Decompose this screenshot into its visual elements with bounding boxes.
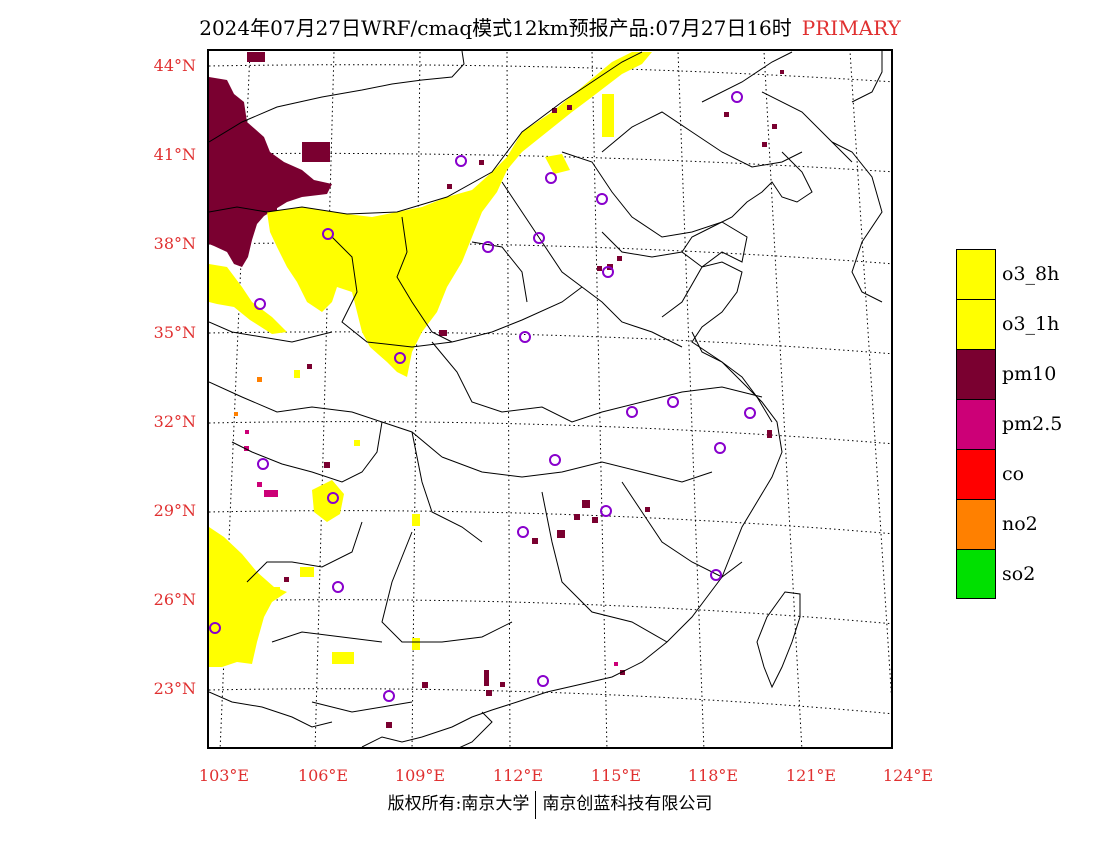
lon-label-106: 106°E — [297, 766, 349, 785]
lat-label-29: 29°N — [153, 501, 196, 520]
legend-item-pm10: pm10 — [956, 349, 1056, 399]
legend-swatch — [956, 449, 996, 499]
legend-swatch — [956, 549, 996, 599]
legend-label: so2 — [1002, 563, 1036, 585]
legend-label: pm10 — [1002, 363, 1057, 385]
lon-label-124: 124°E — [882, 766, 934, 785]
legend-label: pm2.5 — [1002, 413, 1063, 435]
map-svg — [209, 51, 891, 747]
lon-label-118: 118°E — [687, 766, 739, 785]
lat-label-41: 41°N — [153, 145, 196, 164]
copyright-right: 南京创蓝科技有限公司 — [542, 794, 713, 814]
lat-label-26: 26°N — [153, 590, 196, 609]
lat-label-44: 44°N — [153, 56, 196, 75]
copyright-left: 版权所有:南京大学 — [387, 794, 530, 814]
lat-label-23: 23°N — [153, 679, 196, 698]
no2-dots — [234, 377, 262, 416]
legend: o3_8h o3_1h pm10 pm2.5 co no2 so2 — [956, 249, 1062, 599]
lat-label-35: 35°N — [153, 323, 196, 342]
legend-item-o3-1h: o3_1h — [956, 299, 1059, 349]
legend-item-o3-8h: o3_8h — [956, 249, 1059, 299]
legend-swatch — [956, 399, 996, 449]
legend-swatch — [956, 499, 996, 549]
map-title: 2024年07月27日WRF/cmaq模式12km预报产品:07月27日16时 P… — [0, 12, 1100, 41]
lat-label-32: 32°N — [153, 412, 196, 431]
legend-label: co — [1002, 463, 1025, 485]
station-markers — [209, 91, 756, 702]
legend-label: no2 — [1002, 513, 1038, 535]
legend-swatch — [956, 349, 996, 399]
lon-label-103: 103°E — [198, 766, 250, 785]
copyright-footer: 版权所有:南京大学 南京创蓝科技有限公司 — [0, 789, 1100, 819]
lon-label-121: 121°E — [785, 766, 837, 785]
legend-label: o3_1h — [1002, 313, 1060, 335]
primary-tag: PRIMARY — [801, 16, 901, 40]
legend-item-no2: no2 — [956, 499, 1038, 549]
lon-label-112: 112°E — [492, 766, 544, 785]
coastline — [209, 51, 883, 747]
pm25-dots — [244, 430, 618, 666]
pm10-region — [209, 52, 332, 267]
o3-region — [209, 52, 652, 667]
legend-item-co: co — [956, 449, 1024, 499]
map-canvas[interactable] — [207, 49, 893, 749]
legend-swatch — [956, 249, 996, 299]
pm10-dots — [284, 70, 784, 728]
lon-label-115: 115°E — [590, 766, 642, 785]
footer-divider — [535, 790, 537, 819]
map-title-text: 2024年07月27日WRF/cmaq模式12km预报产品:07月27日16时 — [199, 16, 792, 40]
legend-item-so2: so2 — [956, 549, 1035, 599]
legend-swatch — [956, 299, 996, 349]
lon-label-109: 109°E — [394, 766, 446, 785]
legend-item-pm25: pm2.5 — [956, 399, 1062, 449]
lat-label-38: 38°N — [153, 234, 196, 253]
legend-label: o3_8h — [1002, 263, 1060, 285]
province-boundaries — [209, 51, 853, 713]
